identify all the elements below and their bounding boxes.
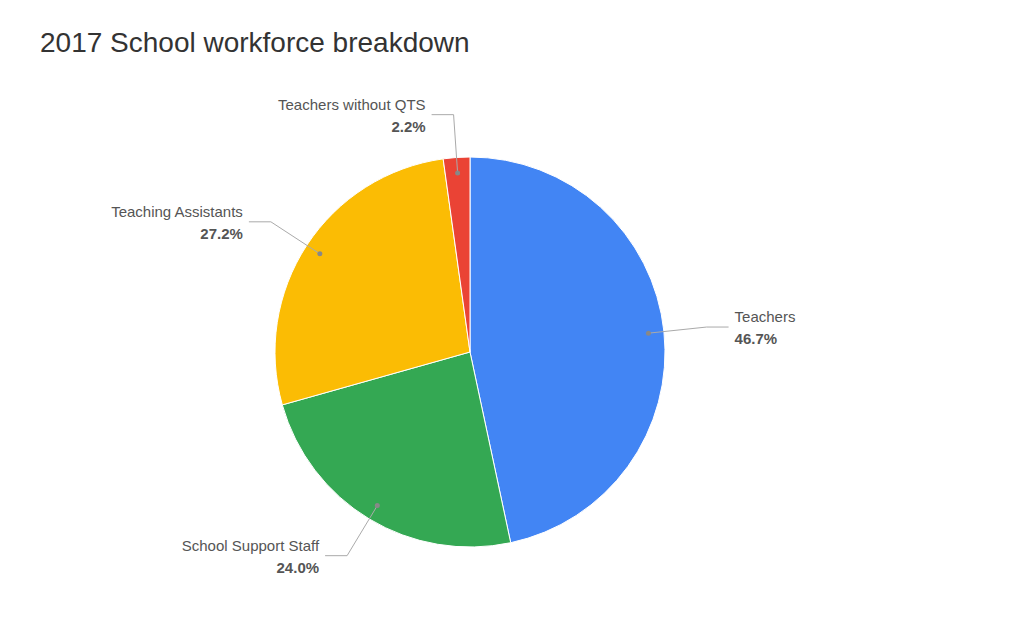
slice-label: Teachers without QTS	[278, 96, 426, 113]
data-label: 46.7%	[735, 330, 778, 347]
labels: Teachers 46.7% School Support Staff 24.0% Te…	[111, 96, 795, 576]
pie-slice	[470, 157, 665, 543]
slice-label: School Support Staff	[182, 537, 320, 554]
chart-svg: 2017 School workforce breakdown Teachers 4…	[0, 0, 1024, 633]
pie-slice	[443, 157, 470, 352]
slices	[275, 157, 665, 547]
connector-dot	[375, 503, 380, 508]
connector-dot	[455, 171, 460, 176]
slice-label: Teaching Assistants	[111, 203, 243, 220]
connector	[432, 115, 458, 173]
data-label: 27.2%	[200, 225, 243, 242]
connector	[325, 506, 377, 556]
pie-slice	[275, 159, 470, 405]
connector	[249, 222, 320, 254]
data-label: 24.0%	[277, 559, 320, 576]
connector-dot	[317, 251, 322, 256]
title: 2017 School workforce breakdown	[40, 27, 470, 58]
slice-label: Teachers	[735, 308, 796, 325]
connector	[648, 327, 728, 333]
data-label: 2.2%	[391, 118, 425, 135]
chart-container: 2017 School workforce breakdown Teachers 4…	[0, 0, 1024, 633]
connector-dot	[646, 331, 651, 336]
